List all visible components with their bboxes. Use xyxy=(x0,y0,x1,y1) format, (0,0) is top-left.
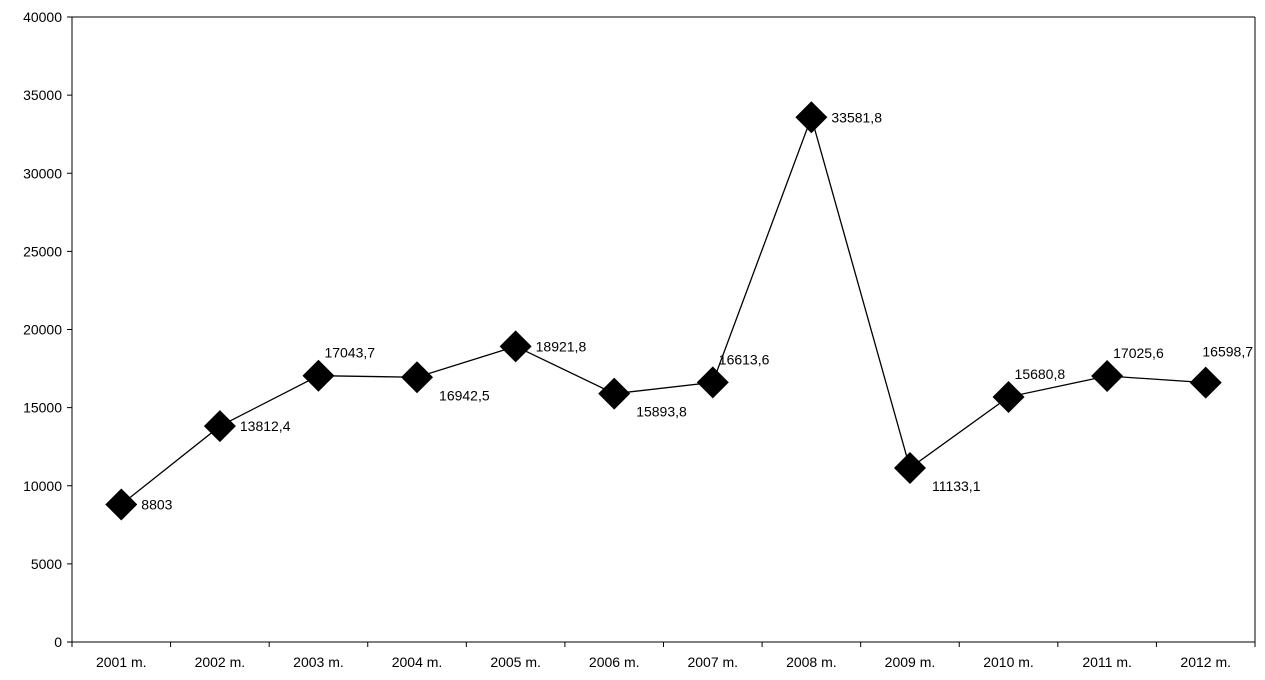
data-point-marker xyxy=(1189,366,1222,399)
data-point-marker xyxy=(499,330,532,363)
x-tick-label: 2008 m. xyxy=(786,654,837,670)
data-label: 16598,7 xyxy=(1202,344,1253,360)
data-label: 33581,8 xyxy=(831,109,882,125)
x-tick-label: 2009 m. xyxy=(885,654,936,670)
y-tick-label: 10000 xyxy=(23,478,62,494)
x-tick-label: 2011 m. xyxy=(1082,654,1132,670)
x-tick-label: 2012 m. xyxy=(1180,654,1231,670)
data-point-marker xyxy=(696,366,729,399)
data-label: 15893,8 xyxy=(636,404,687,420)
data-point-marker xyxy=(401,361,434,394)
series-group xyxy=(105,101,1222,521)
y-tick-label: 35000 xyxy=(23,87,62,103)
series-line xyxy=(120,115,1206,505)
data-point-marker xyxy=(893,452,926,485)
data-point-marker xyxy=(992,380,1025,413)
x-tick-label: 2005 m. xyxy=(490,654,541,670)
x-axis: 2001 m. 2002 m. 2003 m. 2004 m. 2005 m. 2006 … xyxy=(71,642,1256,670)
data-label: 18921,8 xyxy=(536,338,587,354)
y-tick-label: 15000 xyxy=(23,400,62,416)
y-tick-label: 0 xyxy=(54,634,62,650)
data-point-marker xyxy=(203,410,236,443)
y-tick-label: 25000 xyxy=(23,243,62,259)
y-axis: 0 5000 10000 15000 20000 25000 30000 35000 40000 xyxy=(23,9,72,650)
x-tick-label: 2001 m. xyxy=(96,654,147,670)
data-point-marker xyxy=(105,488,138,521)
y-tick-label: 30000 xyxy=(23,165,62,181)
x-tick-label: 2007 m. xyxy=(687,654,738,670)
data-point-marker xyxy=(302,359,335,392)
x-tick-label: 2010 m. xyxy=(983,654,1034,670)
plot-frame xyxy=(71,16,1256,643)
data-label: 16942,5 xyxy=(439,387,490,403)
y-tick-label: 5000 xyxy=(31,556,62,572)
x-tick-label: 2004 m. xyxy=(392,654,443,670)
data-labels-group: 8803 13812,4 17043,7 16942,5 18921,8 15893,8 1… xyxy=(141,109,1253,512)
data-label: 16613,6 xyxy=(719,351,770,367)
x-tick-label: 2002 m. xyxy=(195,654,246,670)
data-label: 13812,4 xyxy=(240,418,291,434)
x-tick-label: 2003 m. xyxy=(293,654,344,670)
data-label: 17025,6 xyxy=(1113,345,1164,361)
y-tick-label: 40000 xyxy=(23,9,62,25)
data-label: 17043,7 xyxy=(324,345,375,361)
data-point-marker xyxy=(598,377,631,410)
data-label: 8803 xyxy=(141,496,172,512)
data-label: 15680,8 xyxy=(1015,366,1066,382)
y-tick-label: 20000 xyxy=(23,322,62,338)
data-point-marker xyxy=(795,101,828,134)
data-point-marker xyxy=(1091,359,1124,392)
data-label: 11133,1 xyxy=(932,478,981,494)
x-tick-label: 2006 m. xyxy=(589,654,640,670)
